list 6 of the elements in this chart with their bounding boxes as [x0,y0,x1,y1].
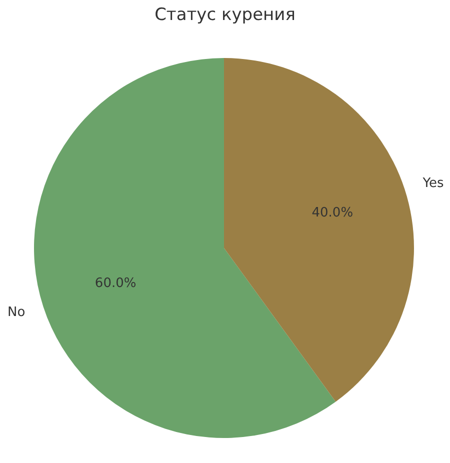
slice-label: No [8,305,26,320]
pie-slice [224,58,414,402]
slice-label: Yes [422,176,444,191]
chart-title: Статус курения [154,5,296,25]
data-label: 60.0% [94,276,136,291]
data-label: 40.0% [312,205,354,220]
